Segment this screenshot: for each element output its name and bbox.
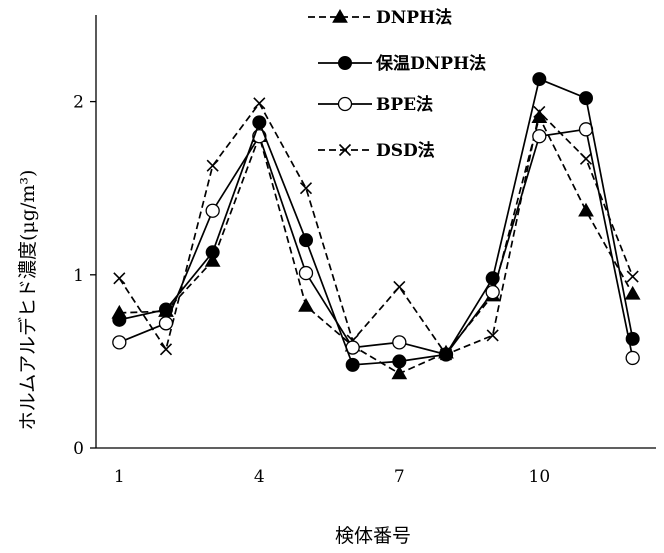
legend-marker (338, 143, 352, 157)
data-point (206, 159, 219, 172)
legend-item: DNPH法 (308, 7, 452, 28)
legend-label: DNPH法 (376, 7, 452, 28)
data-point (158, 316, 174, 331)
data-point (624, 285, 641, 300)
y-axis-title: ホルムアルデヒド濃度(μg/m³) (17, 170, 39, 431)
series-4 (113, 97, 639, 361)
data-point (531, 109, 548, 123)
data-point (532, 129, 547, 144)
legend-label: BPE法 (376, 94, 433, 115)
legend-item: DSD法 (318, 140, 435, 161)
legend-label: 保温DNPH法 (375, 53, 486, 74)
data-point (625, 350, 640, 366)
series-line (118, 101, 634, 356)
data-point (532, 72, 547, 87)
y-ticks: 0 1 2 (73, 93, 96, 459)
legend-item: BPE法 (318, 94, 433, 115)
series-lines (111, 72, 641, 380)
x-ticks: 1 4 7 10 (114, 467, 550, 487)
y-tick-label: 2 (73, 93, 84, 113)
series-2 (112, 72, 640, 372)
x-tick-label: 1 (114, 467, 125, 487)
data-point (112, 312, 127, 327)
data-point (579, 91, 593, 106)
data-point (159, 343, 173, 356)
data-point (159, 302, 173, 317)
data-point (439, 347, 453, 362)
data-point (391, 365, 408, 380)
legend-marker (332, 8, 348, 23)
data-point (299, 182, 313, 195)
series-3 (112, 122, 640, 366)
data-point (204, 252, 221, 267)
data-point (625, 331, 640, 346)
series-line (119, 114, 634, 375)
data-point (345, 357, 360, 372)
data-point (393, 280, 406, 293)
data-point (113, 272, 126, 285)
data-point (578, 202, 594, 217)
data-point (252, 115, 267, 130)
x-tick-label: 7 (394, 467, 405, 487)
legend-label: DSD法 (376, 140, 435, 161)
data-point (299, 233, 313, 248)
data-point (112, 335, 127, 350)
data-point (298, 265, 314, 281)
legend-marker (338, 56, 352, 70)
series-line (119, 77, 634, 366)
data-point (205, 203, 220, 218)
data-point (579, 152, 593, 165)
x-tick-label: 4 (254, 467, 265, 487)
legend-item: 保温DNPH法 (318, 53, 486, 74)
y-tick-label: 1 (73, 266, 84, 286)
x-tick-label: 10 (529, 467, 551, 487)
data-point (485, 284, 500, 300)
data-point (392, 354, 407, 369)
series-line (119, 128, 634, 359)
data-point (485, 271, 500, 286)
data-point (626, 270, 639, 283)
data-point (392, 335, 407, 350)
data-point (205, 245, 220, 260)
legend-marker (337, 96, 353, 112)
data-point (298, 297, 314, 312)
x-axis-title: 検体番号 (335, 525, 411, 547)
data-point (486, 329, 499, 342)
data-point (253, 97, 266, 110)
plot-axes (95, 15, 656, 449)
y-tick-label: 0 (73, 439, 84, 459)
